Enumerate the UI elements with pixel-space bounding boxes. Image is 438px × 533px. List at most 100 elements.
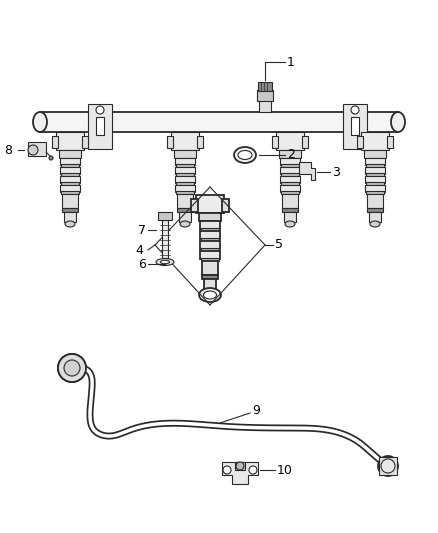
Ellipse shape bbox=[156, 259, 174, 265]
Circle shape bbox=[64, 360, 80, 376]
Ellipse shape bbox=[370, 221, 380, 227]
Bar bbox=[59, 150, 81, 158]
Bar bbox=[202, 275, 218, 279]
Text: 7: 7 bbox=[138, 223, 146, 237]
Text: 4: 4 bbox=[135, 244, 143, 256]
Bar bbox=[367, 194, 383, 208]
Ellipse shape bbox=[180, 221, 190, 227]
Circle shape bbox=[378, 456, 398, 476]
Bar bbox=[235, 462, 245, 470]
Bar bbox=[387, 136, 393, 148]
Bar bbox=[200, 231, 220, 239]
Bar bbox=[302, 136, 308, 148]
Text: 6: 6 bbox=[138, 257, 146, 271]
Bar bbox=[176, 191, 194, 194]
Bar bbox=[361, 132, 389, 150]
Circle shape bbox=[96, 106, 104, 114]
Circle shape bbox=[223, 466, 231, 474]
Bar bbox=[257, 90, 273, 101]
Bar bbox=[88, 104, 112, 149]
Circle shape bbox=[68, 364, 76, 372]
Text: 3: 3 bbox=[332, 166, 340, 179]
Bar bbox=[179, 212, 191, 222]
Bar bbox=[176, 164, 194, 167]
Circle shape bbox=[236, 462, 244, 470]
Bar bbox=[281, 164, 299, 167]
Bar bbox=[60, 158, 80, 165]
Bar bbox=[52, 136, 58, 148]
Ellipse shape bbox=[204, 291, 216, 299]
Bar bbox=[281, 191, 299, 194]
Ellipse shape bbox=[160, 260, 170, 264]
Ellipse shape bbox=[234, 147, 256, 163]
Text: 1: 1 bbox=[287, 55, 295, 69]
Bar bbox=[40, 112, 398, 132]
Bar bbox=[60, 167, 80, 174]
Bar bbox=[365, 185, 385, 192]
Text: 9: 9 bbox=[252, 405, 260, 417]
Circle shape bbox=[383, 461, 393, 471]
Text: 10: 10 bbox=[277, 464, 293, 477]
Bar bbox=[56, 132, 84, 150]
Bar bbox=[357, 136, 363, 148]
Bar bbox=[201, 238, 219, 241]
Bar bbox=[282, 194, 298, 208]
Circle shape bbox=[381, 459, 395, 473]
Bar bbox=[258, 82, 272, 91]
Circle shape bbox=[351, 106, 359, 114]
Bar bbox=[280, 167, 300, 174]
Bar bbox=[201, 228, 219, 231]
Bar bbox=[343, 104, 367, 149]
Bar bbox=[175, 185, 195, 192]
Bar bbox=[197, 136, 203, 148]
Bar bbox=[364, 150, 386, 158]
Bar bbox=[175, 167, 195, 174]
Bar bbox=[282, 208, 298, 212]
Polygon shape bbox=[222, 462, 258, 484]
Circle shape bbox=[28, 145, 38, 155]
Circle shape bbox=[249, 466, 257, 474]
Bar bbox=[351, 117, 359, 135]
Bar bbox=[64, 212, 76, 222]
Ellipse shape bbox=[33, 112, 47, 132]
Bar bbox=[62, 208, 78, 212]
Bar bbox=[60, 185, 80, 192]
Bar bbox=[171, 132, 199, 150]
Text: 8: 8 bbox=[4, 143, 12, 157]
Bar bbox=[177, 208, 193, 212]
Bar bbox=[60, 176, 80, 183]
Bar bbox=[366, 173, 384, 176]
Ellipse shape bbox=[391, 112, 405, 132]
Bar bbox=[379, 457, 397, 475]
Bar bbox=[281, 182, 299, 185]
Bar bbox=[200, 241, 220, 249]
Bar bbox=[96, 117, 104, 135]
Bar bbox=[61, 164, 79, 167]
Bar bbox=[191, 199, 198, 212]
Bar bbox=[162, 220, 168, 258]
Bar bbox=[279, 150, 301, 158]
Bar bbox=[204, 279, 216, 289]
Bar bbox=[167, 136, 173, 148]
Circle shape bbox=[58, 354, 86, 382]
Bar bbox=[58, 362, 86, 374]
Bar bbox=[280, 176, 300, 183]
Bar bbox=[366, 164, 384, 167]
Bar bbox=[196, 195, 224, 213]
Bar bbox=[201, 258, 219, 261]
Ellipse shape bbox=[238, 150, 252, 159]
Circle shape bbox=[64, 360, 80, 376]
Bar bbox=[62, 194, 78, 208]
Bar bbox=[281, 173, 299, 176]
Bar bbox=[61, 182, 79, 185]
Bar bbox=[61, 191, 79, 194]
Bar bbox=[272, 136, 278, 148]
Bar bbox=[365, 158, 385, 165]
Bar bbox=[61, 173, 79, 176]
Ellipse shape bbox=[65, 221, 75, 227]
Circle shape bbox=[58, 354, 86, 382]
Bar bbox=[367, 208, 383, 212]
Bar bbox=[200, 221, 220, 229]
Bar bbox=[175, 176, 195, 183]
Bar bbox=[176, 173, 194, 176]
